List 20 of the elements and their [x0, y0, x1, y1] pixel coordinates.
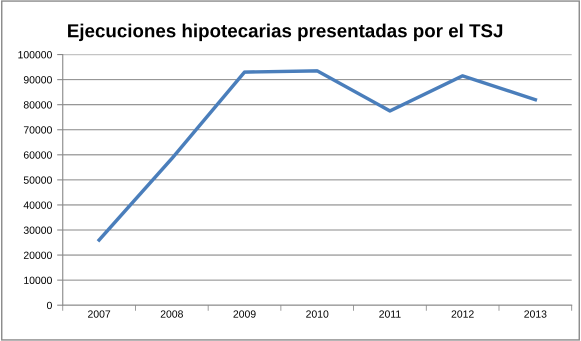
y-tick-label: 30000 — [24, 226, 52, 234]
x-tick-label: 2007 — [88, 310, 110, 318]
y-tick-label: 70000 — [24, 126, 52, 134]
x-tick-label: 2011 — [379, 310, 401, 318]
y-tick-label: 0 — [46, 302, 52, 310]
y-tick-label: 100000 — [18, 51, 52, 58]
x-tick-label: 2013 — [524, 310, 546, 318]
y-tick-label: 90000 — [24, 76, 52, 84]
x-tick-label: 2010 — [306, 310, 328, 318]
y-tick-label: 80000 — [24, 101, 52, 109]
y-tick-label: 40000 — [24, 201, 52, 209]
chart-title: Ejecuciones hipotecarias presentadas por el TSJ — [68, 24, 502, 42]
x-tick-label: 2009 — [233, 310, 256, 318]
y-tick-label: 60000 — [24, 151, 52, 159]
y-tick-label: 10000 — [24, 276, 52, 284]
line-series — [97, 69, 538, 242]
x-tick-label: 2008 — [160, 310, 183, 318]
y-tick-label: 20000 — [24, 252, 52, 259]
x-tick-label: 2012 — [452, 310, 474, 318]
y-tick-label: 50000 — [24, 176, 52, 184]
